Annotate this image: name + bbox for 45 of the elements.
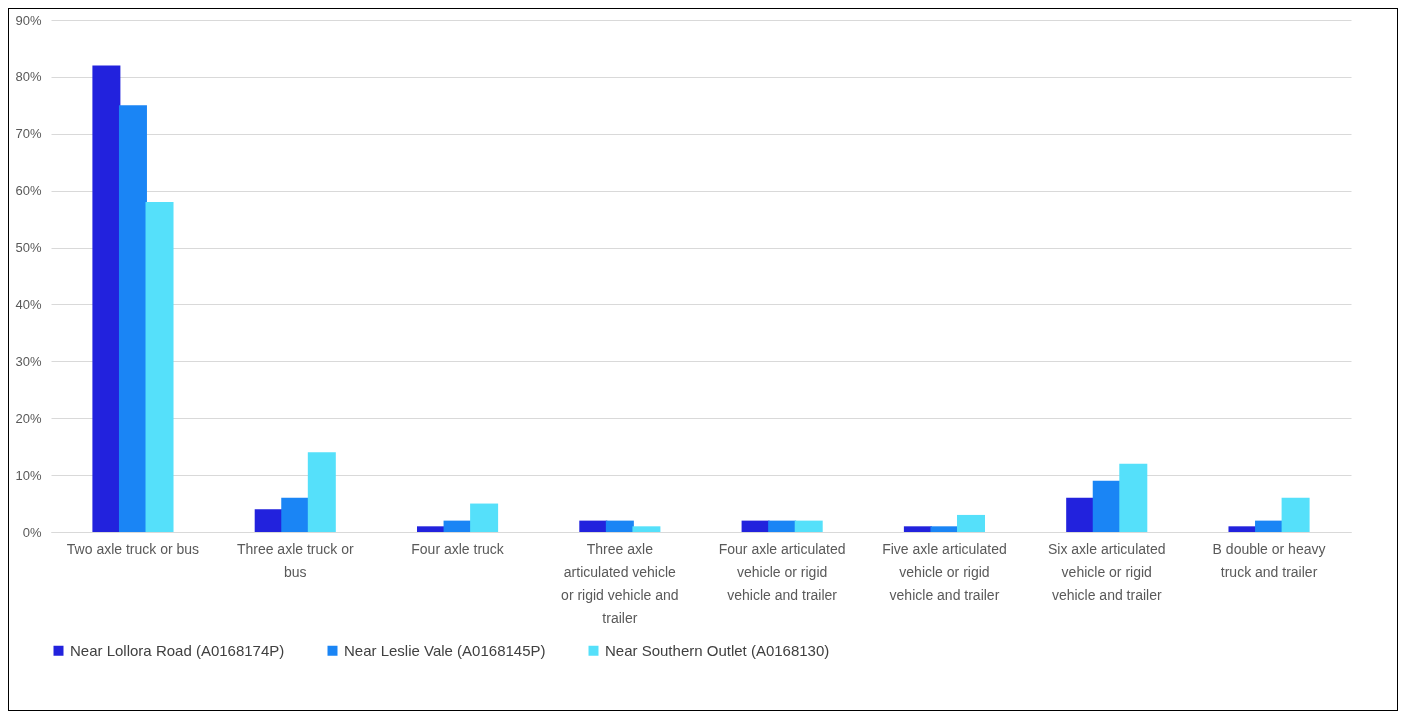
y-tick-label: 30% [15, 353, 42, 369]
bar [307, 452, 336, 532]
x-tick-label: Three axle truck or bus [236, 540, 354, 580]
bar [1092, 480, 1121, 532]
x-tick-label: Five axle articulated vehicle or rigid vehicle and trailer [882, 540, 1007, 603]
bar [957, 514, 985, 532]
bar [1066, 497, 1095, 532]
bar [1228, 526, 1257, 532]
x-tick-label: Two axle truck or bus [66, 540, 200, 557]
y-tick-label: 40% [15, 296, 42, 312]
bar [632, 526, 661, 532]
legend-label: Near Lollora Road (A0168174P) [70, 641, 285, 659]
x-tick-label: B double or heavy truck and trailer [1212, 540, 1326, 580]
bar [443, 520, 472, 532]
y-tick-label: 10% [15, 467, 42, 483]
x-tick-label: Three axle articulated vehicle or rigid vehicle and trailer [561, 540, 679, 626]
bar [1255, 520, 1284, 532]
bar [145, 202, 174, 532]
bar [741, 520, 770, 532]
y-tick-label: 80% [15, 69, 42, 85]
y-tick-label: 90% [15, 12, 42, 28]
bar [1119, 463, 1148, 532]
bar [1281, 497, 1310, 532]
bar [470, 503, 499, 532]
legend-label: Near Southern Outlet (A0168130) [605, 641, 830, 659]
bar [794, 520, 823, 532]
bar [417, 526, 445, 532]
bar [930, 526, 959, 532]
y-tick-label: 70% [15, 126, 42, 142]
bar [579, 520, 608, 532]
bar [605, 520, 634, 532]
legend-label: Near Leslie Vale (A0168145P) [344, 641, 546, 659]
bar [768, 520, 797, 532]
x-tick-label: Four axle truck [411, 540, 505, 557]
x-tick-label: Four axle articulated vehicle or rigid vehicle and trailer [718, 540, 846, 603]
bar [281, 497, 310, 532]
y-tick-label: 0% [22, 524, 42, 540]
y-tick-label: 50% [15, 240, 42, 256]
bar [254, 509, 283, 532]
bar [118, 105, 147, 532]
bar [92, 65, 121, 532]
y-tick-label: 20% [15, 410, 42, 426]
bar [903, 526, 932, 532]
x-tick-label: Six axle articulated vehicle or rigid vehicle and trailer [1047, 540, 1166, 603]
y-tick-label: 60% [15, 183, 42, 199]
